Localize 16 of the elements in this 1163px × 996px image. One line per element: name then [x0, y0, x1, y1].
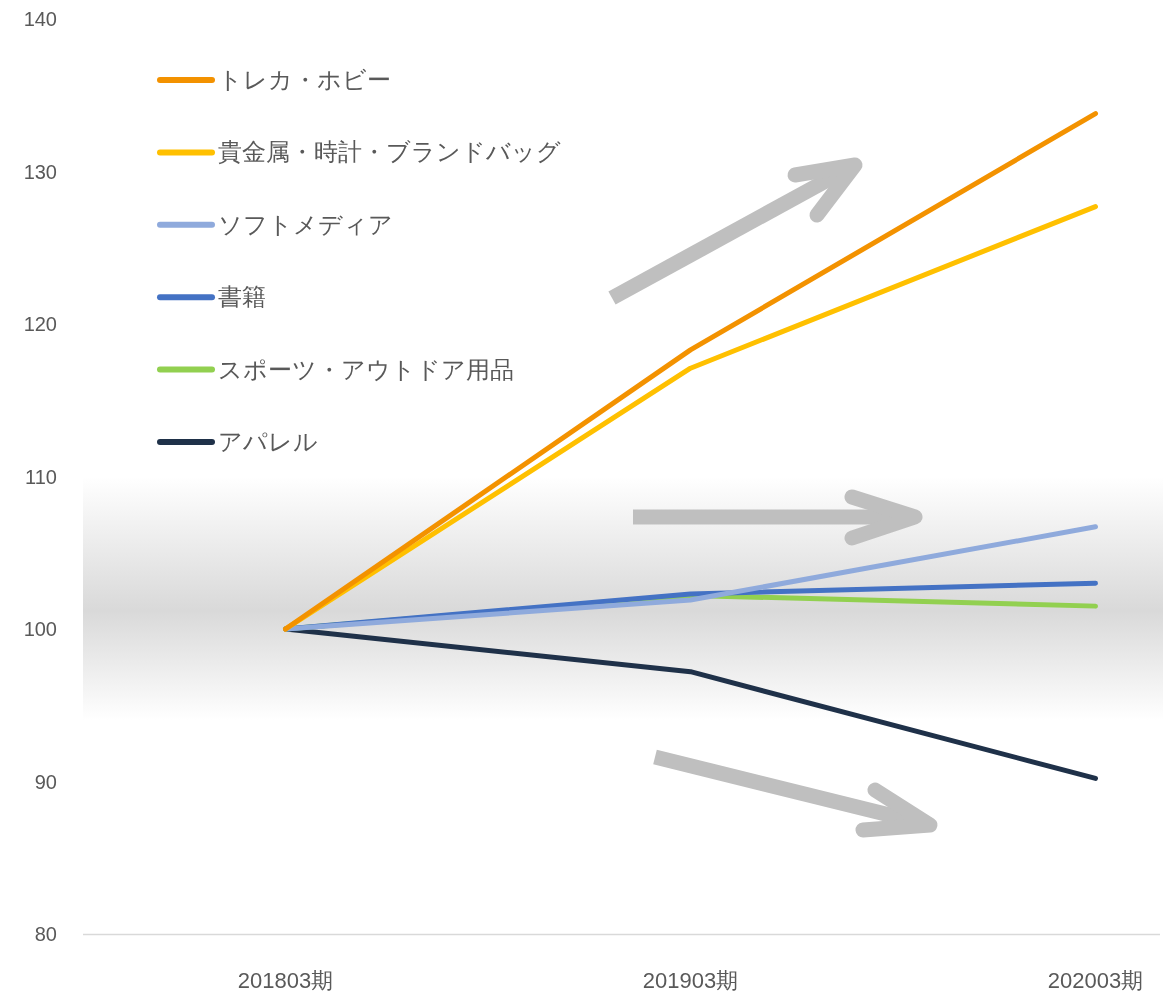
legend-label: ソフトメディア: [218, 210, 393, 238]
x-tick-label: 202003期: [1047, 968, 1144, 993]
y-tick-label: 120: [23, 313, 57, 335]
y-tick-label: 90: [34, 770, 57, 793]
legend-label: トレカ・ホビー: [218, 66, 391, 93]
legend-label: アパレル: [218, 428, 318, 455]
y-tick-label: 100: [23, 618, 57, 640]
y-tick-label: 110: [25, 465, 57, 488]
x-tick-label: 201803期: [237, 968, 334, 993]
y-tick-label: 130: [23, 160, 57, 183]
legend-label: スポーツ・アウトドア用品: [218, 355, 514, 383]
legend-label: 貴金属・時計・ブランドバッグ: [218, 138, 561, 166]
y-tick-label: 80: [34, 923, 57, 945]
x-tick-label: 201903期: [642, 968, 739, 993]
legend-label: 書籍: [218, 283, 266, 311]
y-tick-label: 140: [23, 8, 57, 30]
